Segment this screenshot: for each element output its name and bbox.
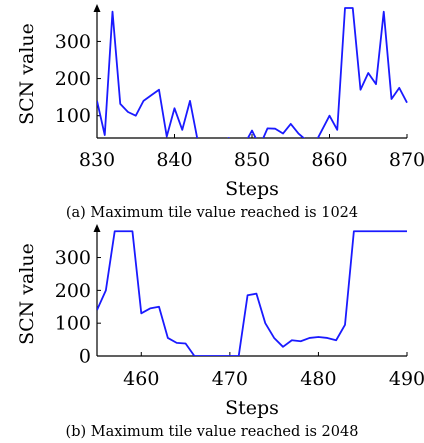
- chart-b-y-axis-arrow: [93, 224, 101, 232]
- chart-a-x-tick-label: 870: [389, 149, 424, 171]
- chart-b-x-axis-label: Steps: [225, 397, 279, 419]
- chart-a-y-tick-label: 200: [55, 68, 91, 90]
- chart-b-y-tick-label: 200: [55, 280, 91, 302]
- chart-b-x-tick-label: 470: [212, 368, 248, 390]
- chart-a-x-tick-label: 840: [156, 149, 192, 171]
- chart-a-y-tick-label: 300: [55, 31, 91, 53]
- chart-a-series-line: [97, 7, 408, 138]
- chart-b-y-tick-label: 100: [55, 313, 91, 335]
- chart-b-y-tick-label: 0: [79, 346, 91, 368]
- chart-a-x-tick-label: 830: [79, 149, 115, 171]
- chart-b-series-line: [97, 230, 407, 356]
- chart-a-caption: (a) Maximum tile value reached is 1024: [65, 205, 359, 221]
- chart-b-plot: 460 470 480 490 0 100 200 300: [55, 224, 424, 390]
- chart-a: 830 840 850 860 870 100 200 300 Steps SCN value: [16, 4, 424, 200]
- chart-a-x-tick-label: 850: [234, 149, 270, 171]
- chart-b-x-tick-label: 490: [389, 368, 424, 390]
- chart-b-x-tick-label: 460: [123, 368, 159, 390]
- chart-a-y-axis-label: SCN value: [16, 23, 38, 125]
- chart-b-y-axis-label: SCN value: [16, 243, 38, 345]
- chart-b-y-tick-label: 300: [55, 247, 91, 269]
- chart-a-x-tick-label: 860: [311, 149, 347, 171]
- chart-b: 460 470 480 490 0 100 200 300 Steps SCN value: [16, 224, 424, 419]
- chart-a-y-tick-label: 100: [55, 105, 91, 127]
- chart-b-caption: (b) Maximum tile value reached is 2048: [65, 424, 359, 440]
- chart-a-x-axis-label: Steps: [225, 178, 279, 200]
- chart-a-y-axis-arrow: [93, 4, 101, 12]
- chart-b-x-tick-label: 480: [300, 368, 336, 390]
- chart-a-plot: 830 840 850 860 870 100 200 300: [55, 4, 424, 171]
